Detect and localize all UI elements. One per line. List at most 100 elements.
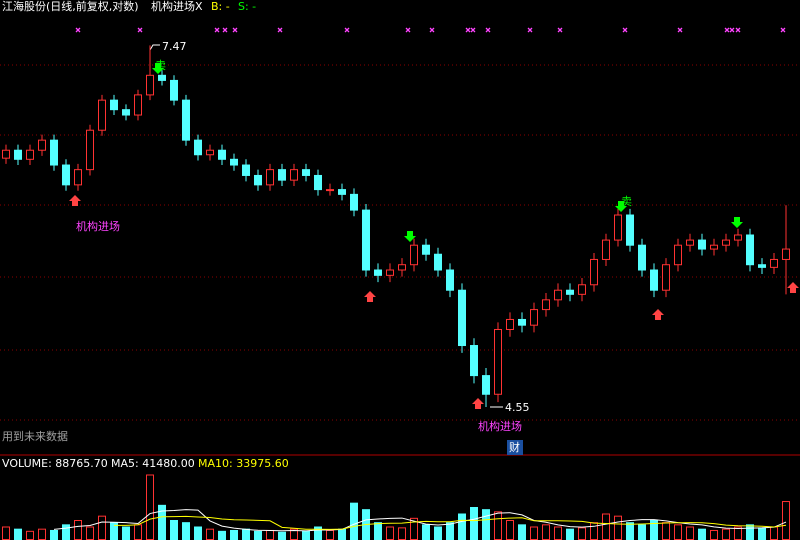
top-marker <box>677 27 683 33</box>
top-marker <box>780 27 786 33</box>
volume-bar <box>278 531 286 540</box>
volume-bar <box>506 520 514 540</box>
volume-bar <box>374 522 382 540</box>
b-value: B: - <box>211 0 230 13</box>
volume-bar <box>758 527 766 540</box>
candle-body <box>338 189 346 195</box>
volume-bar <box>770 526 778 540</box>
volume-bar <box>302 530 310 540</box>
candle-body <box>422 244 430 255</box>
finance-badge[interactable] <box>507 440 523 455</box>
sell-arrow <box>404 231 416 242</box>
candle-body <box>782 248 790 260</box>
candle-body <box>554 289 562 301</box>
candle-body <box>770 258 778 268</box>
candle-body <box>134 94 142 116</box>
finance-badge-text[interactable]: 财 <box>509 440 520 454</box>
volume-bar <box>482 509 490 540</box>
volume-bar <box>578 527 586 540</box>
top-marker <box>75 27 81 33</box>
candle-body <box>386 269 394 276</box>
top-marker <box>622 27 628 33</box>
indicator-name: 机构进场X <box>151 0 203 13</box>
candle-body <box>14 149 22 160</box>
candle-body <box>182 99 190 141</box>
candle-body <box>146 74 154 96</box>
top-marker <box>735 27 741 33</box>
volume-bar <box>626 522 634 540</box>
volume-bar <box>446 522 454 540</box>
signal-layer <box>69 27 799 409</box>
top-marker <box>557 27 563 33</box>
volume-bar <box>434 526 442 540</box>
volume-bar <box>614 515 622 540</box>
volume-bar <box>566 528 574 540</box>
candle-body <box>170 79 178 101</box>
volume-bar <box>98 515 106 540</box>
volume-bar <box>782 501 790 540</box>
volume-bar <box>26 530 34 540</box>
top-marker <box>232 27 238 33</box>
candle-body <box>458 289 466 347</box>
volume-bar <box>86 526 94 540</box>
volume-bar <box>206 528 214 540</box>
candle-body <box>638 244 646 271</box>
buy-arrow <box>652 309 664 320</box>
volume-bar <box>338 528 346 540</box>
s-value: S: - <box>238 0 256 13</box>
volume-label: VOLUME: 88765.70 <box>2 457 108 470</box>
top-marker <box>429 27 435 33</box>
candle-body <box>626 214 634 246</box>
candle-body <box>434 253 442 271</box>
candle-body <box>722 239 730 246</box>
volume-bar <box>710 529 718 540</box>
buy-arrow <box>69 195 81 206</box>
candle-body <box>650 269 658 291</box>
candle-body <box>578 284 586 295</box>
volume-bar <box>422 524 430 540</box>
top-marker <box>465 27 471 33</box>
candle-body <box>614 214 622 241</box>
volume-bar <box>170 520 178 540</box>
candle-body <box>410 244 418 266</box>
candle-body <box>494 328 502 395</box>
candle-body <box>674 244 682 266</box>
candle-body <box>158 74 166 81</box>
candle-body <box>302 169 310 176</box>
volume-bar <box>746 524 754 540</box>
candle-body <box>218 149 226 160</box>
candle-body <box>446 269 454 291</box>
candle-body <box>122 109 130 116</box>
candle-body <box>98 99 106 131</box>
candle-body <box>230 158 238 166</box>
candle-body <box>542 299 550 311</box>
volume-bar <box>698 528 706 540</box>
candle-body <box>350 193 358 211</box>
candle-body <box>758 264 766 268</box>
volume-bar <box>554 526 562 540</box>
top-marker <box>344 27 350 33</box>
sell-label: 卖 <box>621 195 632 208</box>
volume-bar <box>14 528 22 540</box>
volume-bar <box>590 522 598 540</box>
volume-bar <box>38 528 46 540</box>
volume-bar <box>326 529 334 540</box>
candle-body <box>710 244 718 250</box>
candle-body <box>746 234 754 266</box>
candle-body <box>2 149 10 159</box>
volume-bar <box>686 526 694 540</box>
ma5-label: MA5: 41480.00 <box>111 457 195 470</box>
volume-bar <box>398 527 406 540</box>
high-label: 7.47 <box>162 40 187 53</box>
volume-bar <box>266 529 274 540</box>
volume-bar <box>518 524 526 540</box>
candle-body <box>566 289 574 295</box>
volume-bar <box>218 530 226 540</box>
low-label: 4.55 <box>505 401 530 414</box>
candle-body <box>482 375 490 395</box>
volume-bar <box>182 522 190 540</box>
candle-body <box>506 318 514 330</box>
top-marker <box>137 27 143 33</box>
top-marker <box>724 27 730 33</box>
